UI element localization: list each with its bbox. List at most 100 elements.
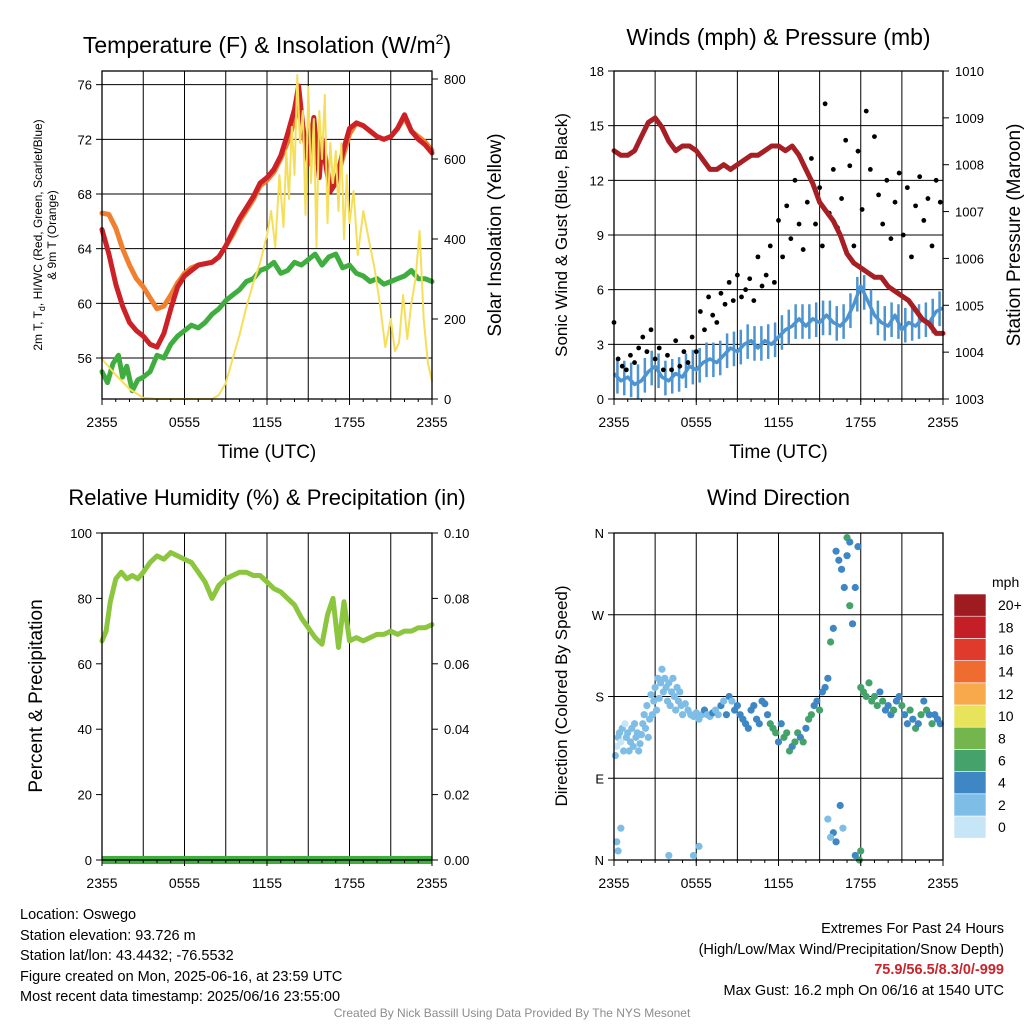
y-axis-label-line2: & 9m T (Orange) [45, 190, 59, 280]
gust-point [767, 243, 773, 249]
gust-point [689, 334, 695, 340]
x-tick-label: 0555 [681, 875, 712, 891]
gust-point [855, 148, 861, 154]
x-tick-label: 1755 [334, 414, 365, 430]
gust-point [702, 327, 707, 333]
direction-panel: N E S W N 2355 0555 1155 1755 2355 Wind Direction D… [552, 485, 1022, 891]
direction-point [652, 706, 661, 714]
credit-text: Created By Nick Bassill Using Data Provi… [333, 1006, 691, 1020]
gust-point [656, 345, 662, 351]
direction-point [865, 679, 873, 687]
direction-point [774, 738, 783, 746]
gust-point [876, 192, 881, 198]
legend-label: 10 [998, 708, 1014, 724]
x-tick-label: 2355 [598, 414, 629, 430]
series-wind-speed [612, 284, 944, 387]
gust-point [780, 254, 786, 260]
series-pressure [611, 115, 946, 336]
legend-swatch [953, 815, 987, 839]
y-tick-label: N [595, 526, 604, 541]
legend-swatch [953, 793, 987, 817]
y-tick-label: 0 [85, 853, 92, 868]
gust-point [851, 243, 857, 249]
station-info: Location: Oswego Station elevation: 93.7… [20, 905, 342, 1008]
winds-panel: 0 3 6 9 12 15 18 1003 1004 1005 1006 1007 1008 1009 10… [552, 24, 1024, 463]
direction-point [901, 711, 909, 719]
direction-point [640, 711, 648, 719]
legend-label: 18 [998, 619, 1014, 635]
location-text: Location: Oswego [20, 907, 137, 923]
legend-swatch [953, 660, 987, 684]
y-tick-label: 56 [78, 351, 92, 366]
direction-point [635, 747, 643, 755]
gust-point [660, 367, 666, 373]
gust-point [636, 345, 642, 351]
direction-point [846, 538, 854, 546]
direction-point [836, 801, 844, 810]
gust-point [804, 199, 810, 205]
legend-label: 4 [998, 775, 1006, 791]
gust-point [813, 221, 818, 227]
direction-point [848, 620, 857, 628]
gust-point [669, 367, 674, 373]
gust-point [809, 156, 814, 161]
gust-point [863, 108, 869, 114]
direction-point [837, 565, 846, 573]
latlon-text: Station lat/lon: 43.4432; -76.5532 [20, 948, 234, 964]
y-tick-label: W [592, 608, 605, 623]
chart-title: Relative Humidity (%) & Precipitation (i… [68, 485, 465, 510]
direction-point [636, 740, 644, 748]
gust-point [623, 367, 629, 373]
y2-tick-label: 1004 [955, 345, 984, 360]
gust-point [730, 298, 736, 303]
direction-point [761, 700, 769, 708]
gust-point [648, 327, 654, 333]
y2-tick-label: 800 [444, 72, 466, 87]
gust-point [763, 272, 769, 278]
direction-point [928, 720, 936, 728]
direction-point [783, 729, 791, 737]
direction-point [813, 697, 821, 705]
direction-point [676, 688, 684, 696]
gust-point [847, 163, 853, 169]
direction-point [826, 833, 835, 841]
gust-point [710, 312, 716, 318]
legend-swatch [953, 704, 987, 728]
gust-point [755, 254, 761, 260]
x-tick-label: 0555 [681, 414, 712, 430]
y-tick-label: 12 [590, 173, 604, 188]
x-tick-label: 2355 [927, 875, 958, 891]
legend-label: 2 [998, 797, 1006, 813]
direction-point [816, 706, 824, 714]
y2-tick-label: 0.04 [444, 722, 469, 737]
direction-point [917, 711, 925, 719]
legend-label: 12 [998, 686, 1014, 702]
x-tick-label: 1755 [334, 875, 365, 891]
y-tick-label: 76 [78, 78, 92, 93]
direction-point [890, 706, 898, 714]
y2-tick-label: 1008 [955, 158, 984, 173]
direction-point [884, 701, 892, 710]
gust-point [697, 309, 703, 314]
gust-point [839, 196, 844, 201]
x-tick-label: 2355 [86, 875, 117, 891]
direction-point [689, 851, 698, 860]
gust-point [933, 177, 939, 183]
y2-tick-label: 0.10 [444, 526, 469, 541]
direction-point [644, 733, 652, 741]
gust-point [880, 221, 886, 227]
direction-point [666, 701, 674, 710]
gust-point [673, 338, 679, 344]
title-superscript: 2 [436, 31, 444, 47]
gust-point [800, 247, 806, 252]
title-close: ) [443, 32, 451, 58]
y2-tick-label: 1003 [955, 392, 984, 407]
gust-point [892, 199, 898, 205]
y2-tick-label: 200 [444, 312, 466, 327]
direction-point [936, 720, 944, 728]
y-tick-label: 100 [70, 526, 92, 541]
legend-unit: mph [992, 574, 1019, 590]
chart-title: Winds (mph) & Pressure (mb) [626, 24, 930, 50]
series-dewpoint [99, 251, 435, 394]
direction-point [678, 711, 687, 719]
